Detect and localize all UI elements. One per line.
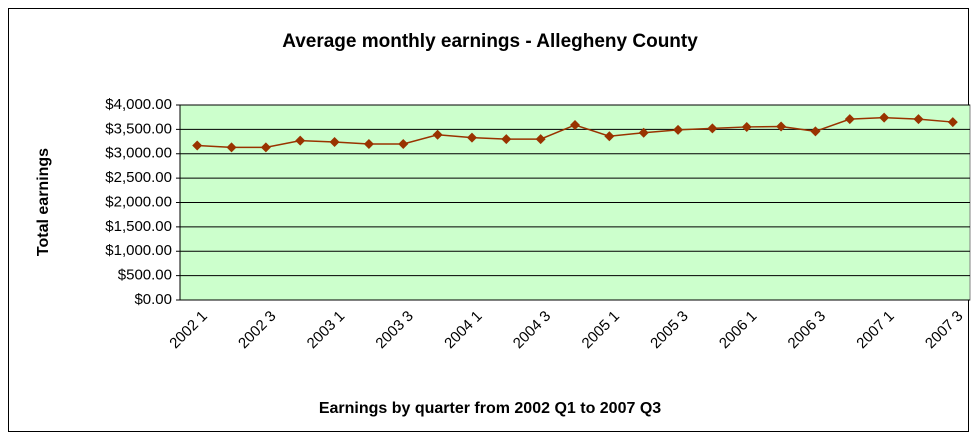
marker bbox=[226, 142, 237, 153]
marker bbox=[913, 114, 924, 125]
marker bbox=[501, 134, 512, 145]
marker bbox=[947, 117, 958, 128]
marker bbox=[260, 142, 271, 153]
marker bbox=[604, 131, 615, 142]
chart-title: Average monthly earnings - Allegheny Cou… bbox=[282, 31, 698, 52]
marker bbox=[810, 126, 821, 137]
marker bbox=[432, 129, 443, 140]
marker bbox=[466, 132, 477, 143]
y-tick-label: $4,000.00 bbox=[105, 96, 172, 113]
y-tick-label: $3,500.00 bbox=[105, 120, 172, 137]
marker bbox=[707, 123, 718, 134]
y-tick-label: $1,500.00 bbox=[105, 218, 172, 235]
y-tick-label: $0.00 bbox=[134, 291, 172, 308]
marker bbox=[535, 134, 546, 145]
marker bbox=[776, 121, 787, 132]
marker bbox=[329, 137, 340, 148]
y-tick-label: $3,000.00 bbox=[105, 145, 172, 162]
marker bbox=[363, 139, 374, 149]
marker bbox=[741, 121, 752, 132]
x-axis-title: Earnings by quarter from 2002 Q1 to 2007… bbox=[319, 400, 661, 417]
y-tick-label: $2,000.00 bbox=[105, 193, 172, 210]
y-tick-label: $1,000.00 bbox=[105, 242, 172, 259]
marker bbox=[192, 140, 203, 151]
marker bbox=[638, 127, 649, 138]
marker bbox=[295, 135, 306, 146]
marker bbox=[844, 114, 855, 125]
marker bbox=[673, 124, 684, 135]
y-axis-title: Total earnings bbox=[35, 148, 52, 256]
y-tick-label: $2,500.00 bbox=[105, 169, 172, 186]
marker bbox=[879, 112, 890, 123]
marker bbox=[398, 139, 409, 149]
y-tick-label: $500.00 bbox=[118, 267, 172, 284]
marker bbox=[570, 119, 580, 130]
